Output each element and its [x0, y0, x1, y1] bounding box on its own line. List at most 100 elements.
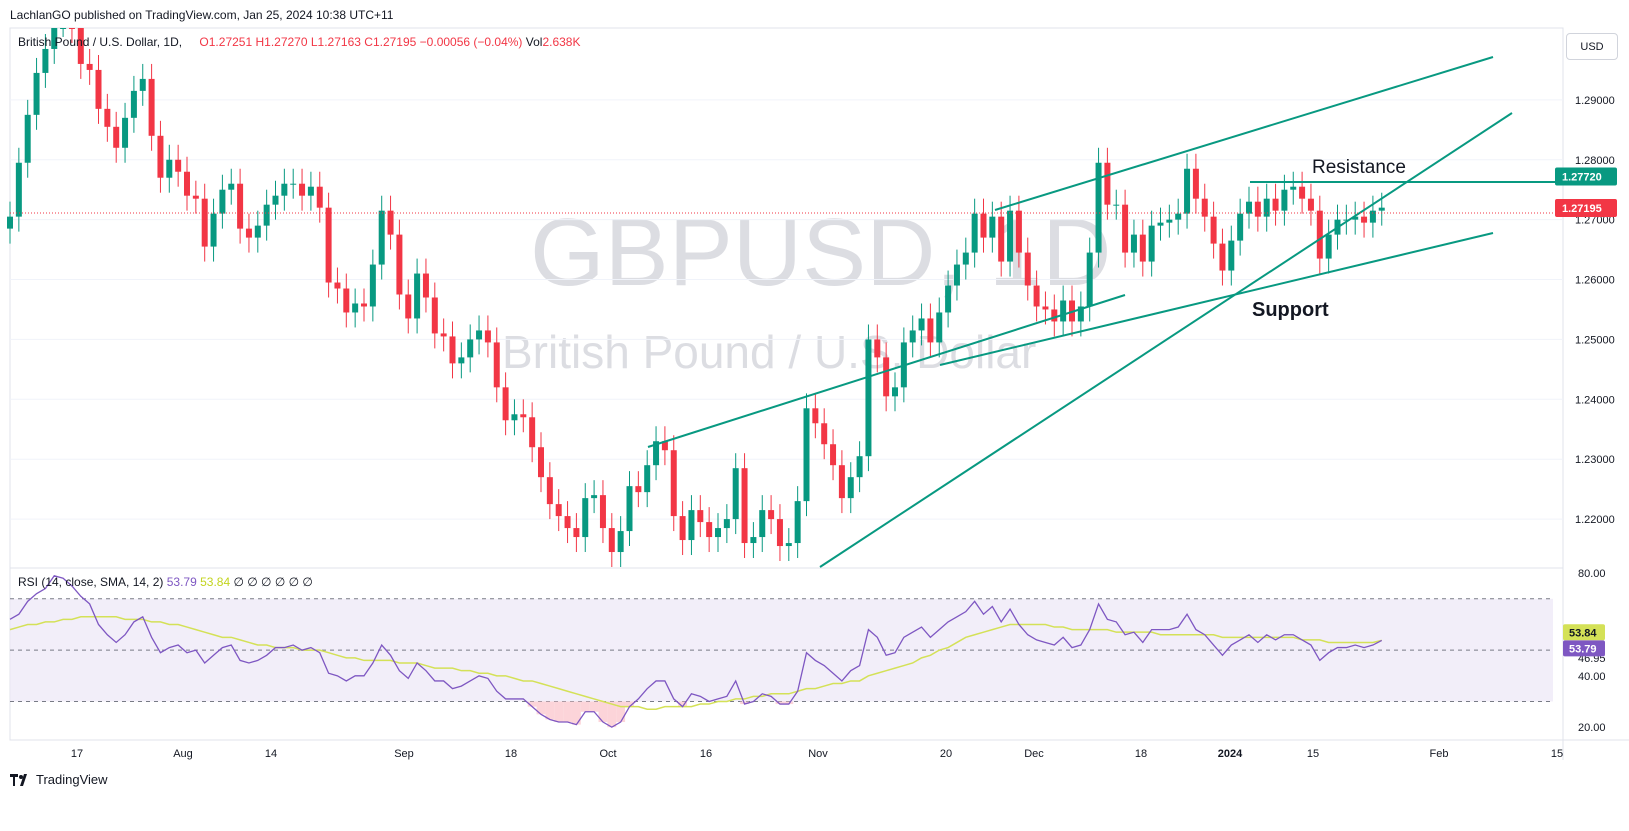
- time-tick-label: 18: [505, 748, 517, 760]
- price-axis[interactable]: 1.29000 1.28000 1.27000 1.26000 1.25000 1.240…: [1575, 95, 1615, 526]
- time-tick-label: Oct: [599, 748, 616, 760]
- candle-down: [184, 171, 190, 196]
- candle-up: [210, 213, 217, 247]
- candle-up: [750, 537, 757, 544]
- time-tick-label: 18: [1135, 748, 1147, 760]
- price-tick-label: 1.26000: [1575, 275, 1615, 287]
- rsi-sma-line: [9, 616, 1382, 710]
- flag-upper-line[interactable]: [647, 294, 1126, 448]
- price-tick-label: 1.25000: [1575, 334, 1615, 346]
- candle-up: [962, 252, 969, 265]
- candle-up: [732, 468, 739, 520]
- candle-down: [1192, 168, 1199, 199]
- sma-legend-value: 53.84: [200, 575, 231, 589]
- rsi-legend-value: 53.79: [166, 575, 197, 589]
- candle-up: [378, 210, 385, 265]
- candle-up: [856, 456, 863, 478]
- candle-down: [741, 468, 748, 544]
- candle-down: [670, 450, 677, 517]
- candle-up: [228, 183, 235, 190]
- candle-down: [343, 288, 350, 313]
- candle-up: [1281, 189, 1288, 211]
- candle-down: [361, 303, 367, 307]
- high-value: H1.27270: [255, 35, 308, 49]
- symbol-title[interactable]: British Pound / U.S. Dollar, 1D,: [18, 35, 183, 49]
- candle-up: [1290, 186, 1297, 190]
- symbol-legend: British Pound / U.S. Dollar, 1D, O1.2725…: [18, 35, 581, 49]
- candle-down: [334, 282, 341, 289]
- candle-up: [290, 183, 297, 185]
- candle-up: [467, 339, 474, 358]
- rsi-title[interactable]: RSI (14, close, SMA, 14, 2): [18, 575, 164, 589]
- candle-down: [1299, 186, 1306, 199]
- candle-down: [1307, 198, 1314, 211]
- watermark-name: British Pound / U.S. Dollar: [502, 326, 1036, 378]
- price-tags: 1.27720 1.27195: [1555, 167, 1617, 217]
- drawings: [647, 56, 1563, 568]
- volume-label: Vol: [525, 35, 543, 49]
- time-axis[interactable]: 17 Aug 14 Sep 18 Oct 16 Nov 20 Dec 18 2024 15 Feb 15: [71, 748, 1563, 760]
- rsi-legend-zeros: ∅ ∅ ∅ ∅ ∅ ∅: [233, 575, 313, 589]
- support-label: Support: [1252, 299, 1329, 321]
- candle-up: [1237, 213, 1244, 241]
- candle-up: [945, 285, 952, 313]
- rsi-oversold-fill: [554, 701, 564, 723]
- candle-up: [626, 486, 633, 532]
- tradingview-footer[interactable]: TradingView: [10, 772, 108, 787]
- candle-up: [688, 510, 695, 541]
- change-value: −0.00056 (−0.04%): [419, 35, 523, 49]
- candle-up: [653, 441, 660, 466]
- candle-down: [608, 528, 615, 553]
- candle-up: [936, 312, 943, 343]
- candle-up: [847, 477, 854, 499]
- candle-down: [635, 486, 642, 493]
- candle-up: [892, 387, 898, 397]
- rsi-legend: RSI (14, close, SMA, 14, 2) 53.79 53.84 …: [18, 575, 313, 589]
- candle-up: [369, 264, 376, 307]
- candle-down: [431, 297, 438, 334]
- rsi-oversold-fill: [589, 701, 599, 712]
- support-line[interactable]: [939, 232, 1494, 366]
- candle-up: [254, 225, 261, 238]
- candle-up: [591, 495, 598, 499]
- candle-down: [661, 441, 668, 451]
- candle-up: [42, 48, 49, 73]
- open-value: O1.27251: [199, 35, 253, 49]
- candle-up: [1148, 225, 1155, 262]
- candle-down: [237, 183, 244, 229]
- channel-upper-line-1[interactable]: [994, 56, 1494, 211]
- candle-down: [874, 339, 881, 358]
- candle-down: [1254, 201, 1261, 217]
- price-grid: [10, 99, 1563, 520]
- rsi-oversold-fill: [563, 701, 572, 723]
- candle-up: [219, 189, 226, 214]
- price-tag-box: [1555, 198, 1617, 217]
- rsi-tick-label: 40.00: [1578, 671, 1606, 683]
- candle-down: [245, 228, 252, 238]
- price-tag-box: [1555, 167, 1617, 186]
- candle-down: [422, 273, 429, 298]
- candle-up: [60, 28, 67, 29]
- candle-down: [812, 408, 819, 424]
- tradingview-brand: TradingView: [36, 772, 108, 787]
- candle-down: [821, 423, 828, 445]
- rising-trendline[interactable]: [819, 112, 1513, 568]
- candle-down: [927, 318, 934, 343]
- candle-down: [157, 135, 164, 178]
- time-tick-label: 15: [1307, 748, 1319, 760]
- candle-up: [1157, 222, 1164, 226]
- candle-down: [1361, 216, 1368, 223]
- time-tick-label: 2024: [1218, 748, 1243, 760]
- rsi-tick-label: 80.00: [1578, 568, 1606, 580]
- candle-up: [582, 498, 589, 538]
- candle-up: [166, 159, 173, 178]
- candle-down: [564, 516, 571, 529]
- candle-up: [971, 213, 978, 253]
- candle-down: [396, 234, 403, 295]
- candle-down: [316, 186, 323, 208]
- currency-button[interactable]: USD: [1566, 33, 1618, 60]
- time-tick-label: 16: [700, 748, 712, 760]
- time-tick-label: 15: [1551, 748, 1563, 760]
